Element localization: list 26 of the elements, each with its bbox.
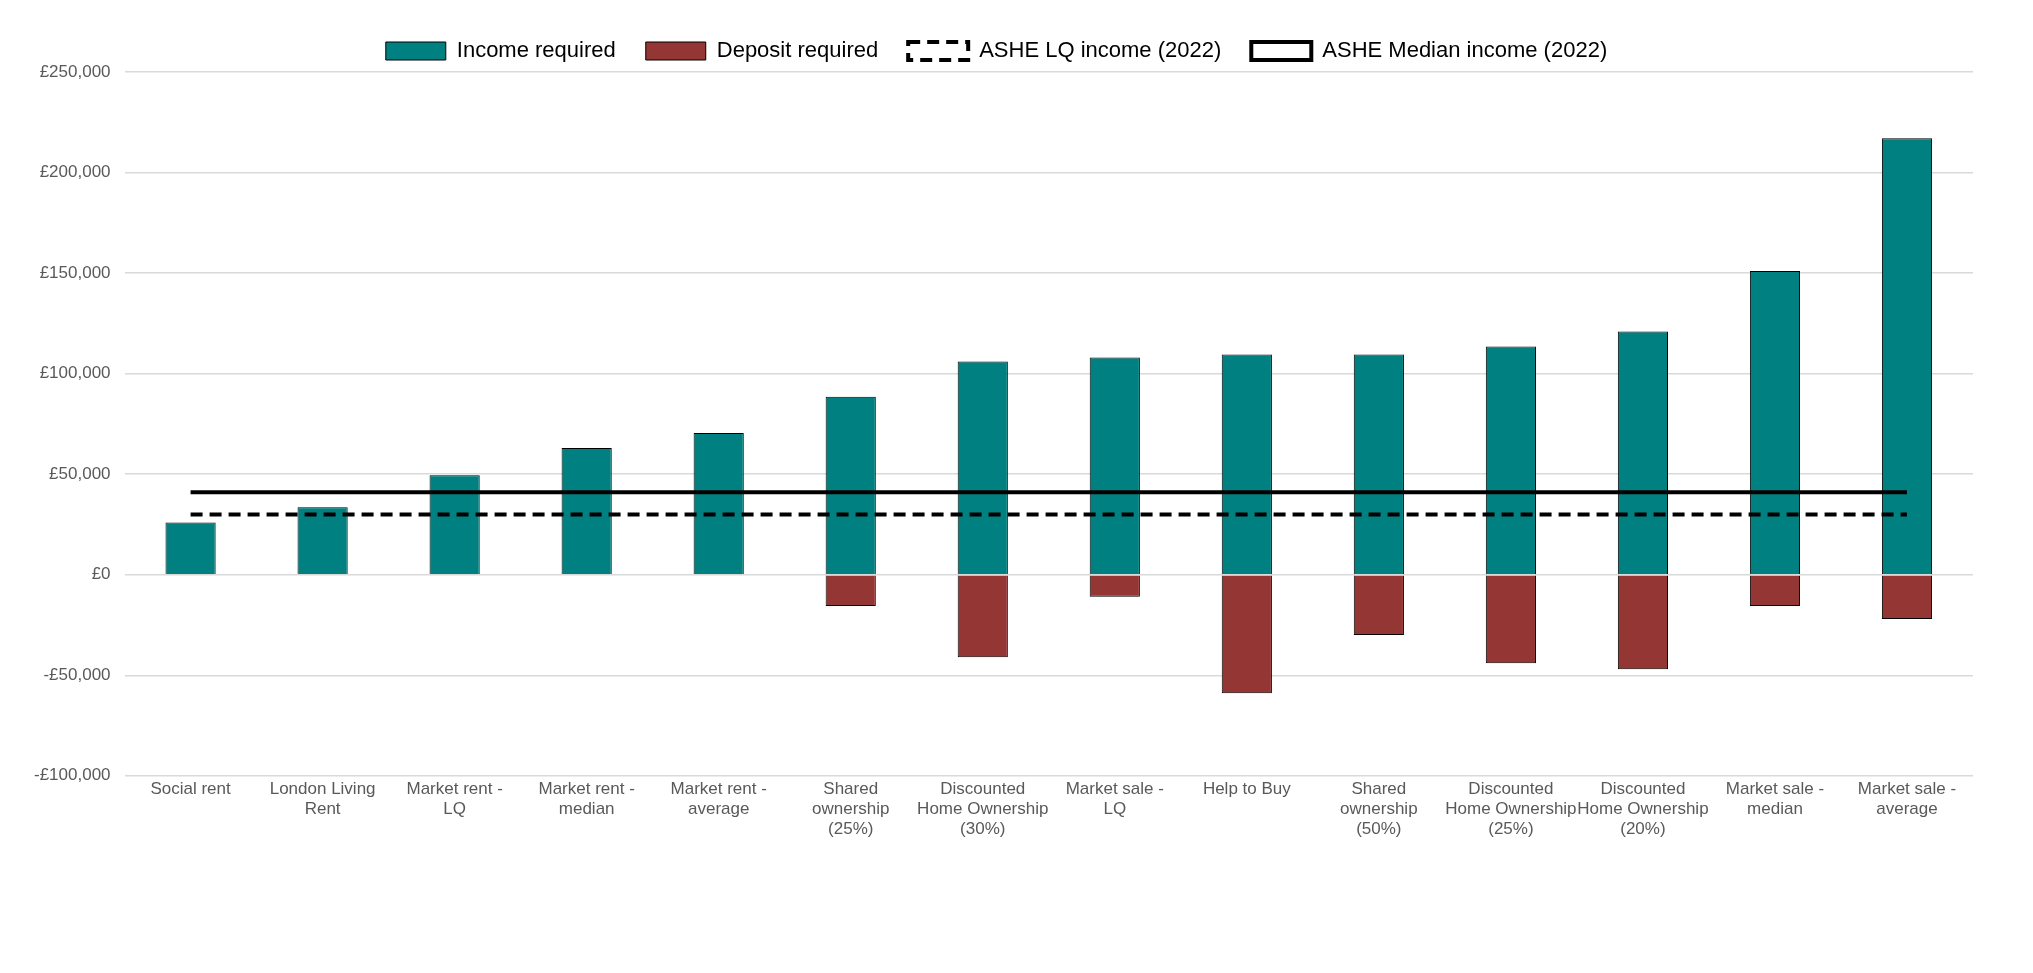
x-tick-label: Market rent - median <box>538 778 635 819</box>
y-tick-label: -£50,000 <box>43 664 111 684</box>
x-tick-label: Discounted Home Ownership (20%) <box>1577 778 1709 839</box>
x-tick-label: Market sale - median <box>1725 778 1825 819</box>
x-tick-label: Social rent <box>150 778 232 798</box>
x-tick-label: Discounted Home Ownership (30%) <box>917 778 1049 839</box>
x-tick-label: Market sale - average <box>1857 778 1957 819</box>
y-tick-label: £200,000 <box>39 162 111 182</box>
x-tick-label: Shared ownership (25%) <box>811 778 890 839</box>
y-tick-label: -£100,000 <box>33 765 111 785</box>
x-tick-label: Market sale - LQ <box>1065 778 1164 819</box>
legend-label: Deposit required <box>716 37 879 63</box>
legend-label: ASHE Median income (2022) <box>1322 37 1608 63</box>
y-tick-label: £150,000 <box>39 262 111 282</box>
y-tick-label: £100,000 <box>39 363 111 383</box>
legend-label: Income required <box>456 37 616 63</box>
y-tick-label: £50,000 <box>49 463 111 483</box>
x-tick-label: Shared ownership (50%) <box>1340 778 1418 839</box>
x-tick-label: Market rent - average <box>670 778 767 819</box>
y-tick-label: £250,000 <box>39 61 111 81</box>
y-tick-label: £0 <box>91 564 111 584</box>
x-tick-label: Market rent - LQ <box>406 778 503 819</box>
legend-label: ASHE LQ income (2022) <box>979 37 1222 63</box>
x-tick-label: London Living Rent <box>269 778 376 819</box>
x-tick-label: Help to Buy <box>1202 778 1292 798</box>
x-tick-label: Discounted Home Ownership (25%) <box>1445 778 1577 839</box>
